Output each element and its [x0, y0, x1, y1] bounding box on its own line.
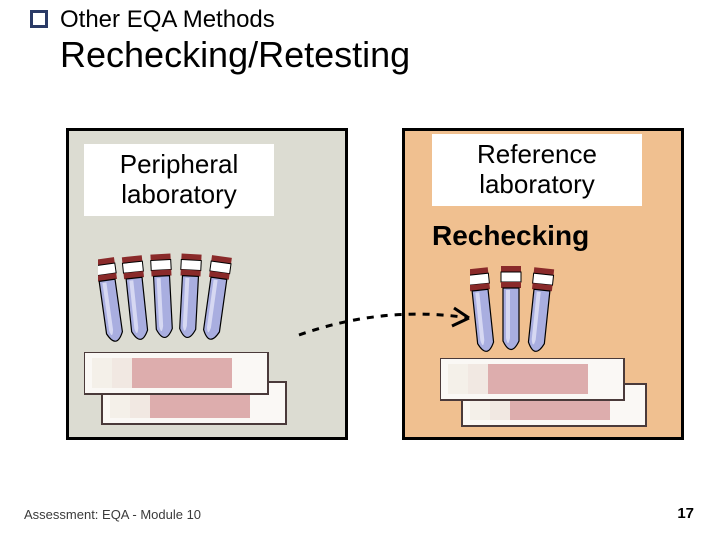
footer-text: Assessment: EQA - Module 10 — [24, 507, 201, 522]
slides-reference-icon — [440, 358, 660, 442]
title-block: Other EQA Methods Rechecking/Retesting — [36, 6, 410, 76]
title-line-1: Other EQA Methods — [60, 6, 410, 34]
label-rechecking: Rechecking — [432, 220, 589, 252]
title-line-2: Rechecking/Retesting — [60, 34, 410, 76]
slides-peripheral-icon — [84, 352, 304, 436]
slide: Other EQA Methods Rechecking/Retesting P… — [0, 0, 720, 540]
label-reference: Reference laboratory — [432, 134, 642, 206]
label-peripheral: Peripheral laboratory — [84, 144, 274, 216]
bullet-icon — [30, 10, 48, 28]
page-number: 17 — [677, 505, 694, 522]
tubes-peripheral-icon — [98, 248, 268, 358]
dashed-arrow-icon — [294, 300, 494, 350]
